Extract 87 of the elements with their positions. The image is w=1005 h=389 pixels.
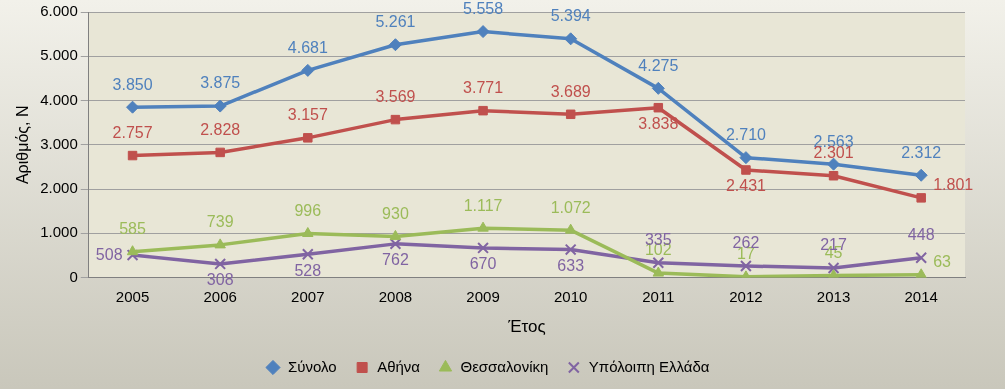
data-label: 3.850 <box>112 75 153 93</box>
data-label: 3.875 <box>200 74 241 92</box>
point <box>741 165 751 175</box>
legend-label: Σύνολο <box>287 357 337 375</box>
x-tick-label: 2010 <box>553 287 588 305</box>
point <box>303 133 313 143</box>
data-label: 5.261 <box>375 13 416 31</box>
data-label: 508 <box>95 245 123 263</box>
point <box>214 258 227 270</box>
point <box>827 262 840 274</box>
data-label: 3.569 <box>375 88 416 106</box>
point <box>301 63 315 77</box>
legend-label: Αθήνα <box>377 357 421 375</box>
point <box>651 81 665 95</box>
point <box>564 32 578 46</box>
point <box>390 114 401 125</box>
data-label: 2.431 <box>725 177 767 195</box>
y-tick-label: 2.000 <box>40 179 78 197</box>
x-tick-label: 2012 <box>729 287 763 305</box>
data-label: 762 <box>382 251 409 269</box>
x-tick-label: 2013 <box>816 287 851 305</box>
point <box>652 266 664 277</box>
point <box>301 248 314 261</box>
point <box>389 229 402 240</box>
point <box>476 25 490 39</box>
x-tick-label: 2011 <box>642 287 675 305</box>
data-label: 448 <box>907 226 935 244</box>
point <box>127 150 138 161</box>
y-tick-label: 4.000 <box>40 90 78 108</box>
data-label: 4.275 <box>638 56 679 74</box>
point <box>213 99 227 113</box>
x-axis-title: Έτος <box>507 317 546 337</box>
point <box>477 221 489 232</box>
data-label: 5.394 <box>550 7 591 25</box>
data-label: 996 <box>294 201 322 219</box>
y-tick-label: 6.000 <box>40 2 78 20</box>
y-axis-title: Αριθμός, Ν <box>14 105 32 185</box>
data-label: 2.710 <box>725 126 767 144</box>
x-tick-label: 2007 <box>291 287 325 305</box>
data-label: 1.117 <box>463 196 503 214</box>
data-label: 1.072 <box>550 198 591 216</box>
point <box>214 238 226 249</box>
point <box>739 151 753 165</box>
data-label: 5.558 <box>463 0 504 17</box>
data-label: 1.801 <box>933 176 974 194</box>
y-tick-label: 3.000 <box>40 134 78 152</box>
data-label: 2.312 <box>901 143 942 161</box>
data-label: 739 <box>206 213 234 231</box>
data-label: 670 <box>469 255 497 273</box>
point <box>565 109 576 120</box>
x-tick-label: 2008 <box>378 287 413 305</box>
point <box>653 102 664 113</box>
point <box>915 251 928 264</box>
data-label: 2.828 <box>200 120 241 138</box>
point <box>477 241 490 254</box>
point <box>739 260 752 272</box>
data-label: 3.771 <box>463 79 504 97</box>
data-label: 930 <box>382 204 409 222</box>
point <box>126 100 140 114</box>
point <box>215 147 225 158</box>
legend-label: Θεσσαλονίκη <box>460 357 549 375</box>
data-label: 4.681 <box>287 38 328 56</box>
point <box>827 157 841 171</box>
data-label: 528 <box>294 261 322 279</box>
y-tick-label: 5.000 <box>40 46 78 64</box>
legend-label: Υπόλοιπη Ελλάδα <box>588 357 710 375</box>
data-label: 63 <box>933 253 952 271</box>
data-label: 3.689 <box>550 82 591 100</box>
point <box>302 227 314 238</box>
data-label: 3.157 <box>287 106 328 124</box>
y-tick-label: 1.000 <box>40 223 78 241</box>
data-label: 585 <box>119 220 146 238</box>
point <box>914 168 928 182</box>
point <box>828 171 839 181</box>
x-tick-label: 2009 <box>466 287 500 305</box>
point <box>916 193 926 203</box>
point <box>388 38 402 52</box>
x-tick-label: 2006 <box>203 287 237 305</box>
x-tick-label: 2005 <box>115 287 150 305</box>
point <box>478 105 488 116</box>
x-tick-label: 2014 <box>904 287 938 305</box>
y-tick-label: 0 <box>69 267 78 285</box>
data-label: 633 <box>557 256 585 274</box>
point <box>652 256 665 269</box>
data-label: 2.757 <box>112 123 153 141</box>
point <box>564 243 577 256</box>
point <box>126 245 139 256</box>
